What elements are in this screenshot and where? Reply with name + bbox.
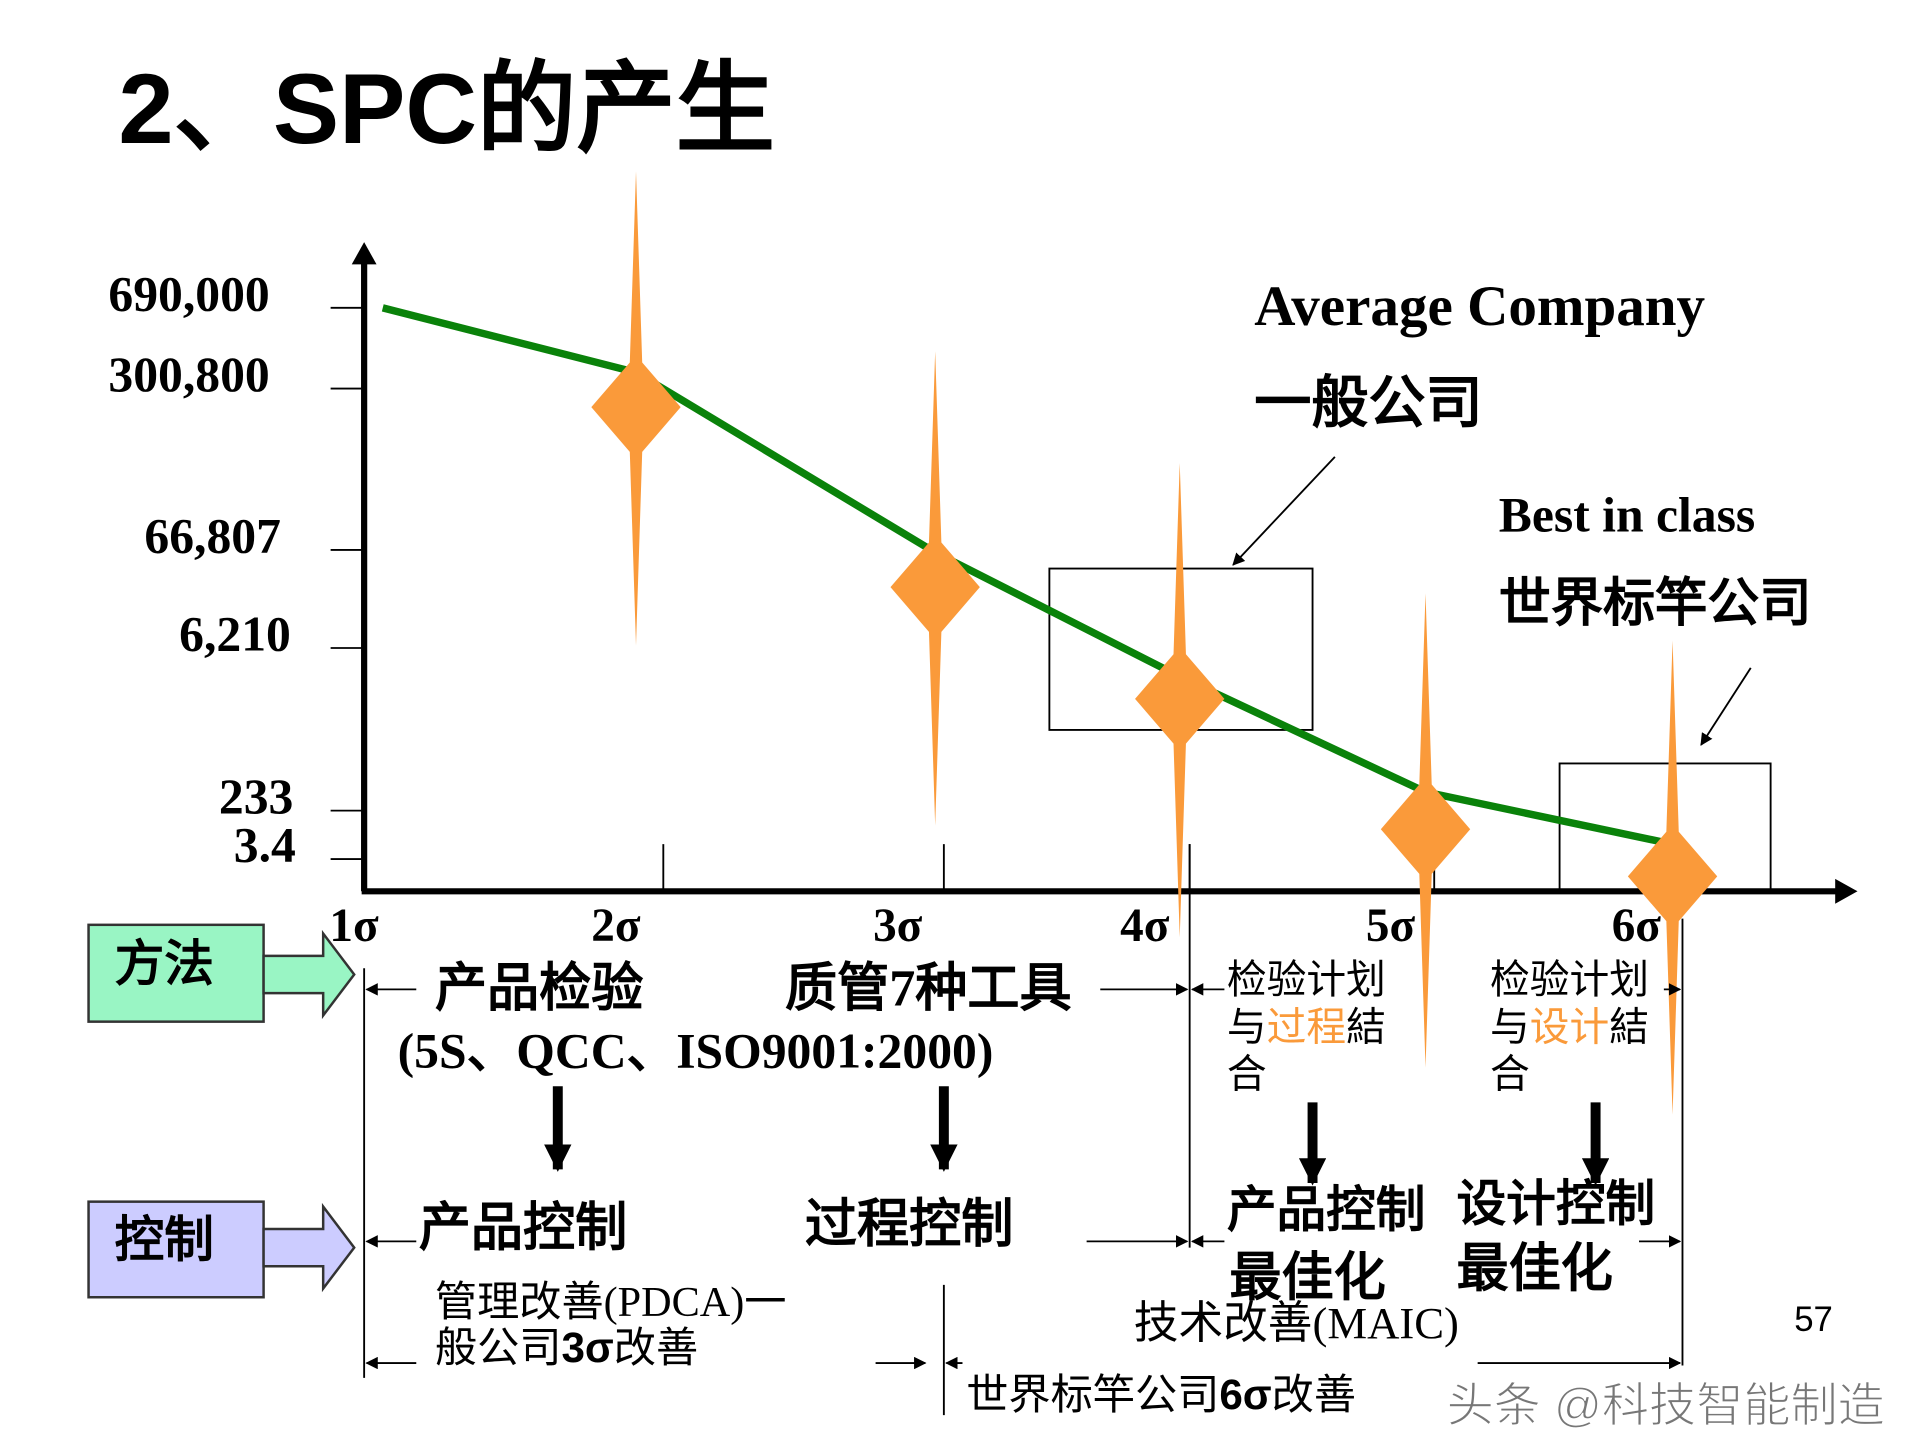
best-in-class-label: Best in class (1499, 487, 1756, 542)
svg-text:与过程結: 与过程結 (1227, 1005, 1386, 1049)
text-line: 合 (1227, 1052, 1267, 1096)
method-row-label: 方法 (87, 923, 356, 1023)
improvement-pdca-2: 般公司3σ改善 (435, 1324, 698, 1372)
x-tick-label: 3σ (873, 900, 923, 952)
method-block-arrow-icon (262, 929, 356, 1020)
text-line: 检验计划 (1490, 958, 1649, 1002)
average-company-label: Average Company (1254, 275, 1705, 338)
page-number: 57 (1794, 1301, 1833, 1339)
sigma-marker-2σ (591, 171, 681, 646)
control-box (87, 1200, 265, 1299)
method-label: 方法 (115, 937, 214, 992)
series-line (381, 304, 1674, 848)
y-tick-label: 690,000 (108, 266, 269, 321)
sigma-marker-4σ (1135, 463, 1225, 938)
x-tick-label: 5σ (1366, 900, 1416, 952)
average-pointer-arrow (1232, 456, 1336, 566)
control-process: 过程控制 (805, 1195, 1014, 1253)
watermark: 头条 @科技智能制造 (1447, 1378, 1885, 1431)
x-tick-label: 4σ (1120, 900, 1170, 952)
control-design-opt-2: 最佳化 (1457, 1240, 1613, 1298)
improvement-six-sigma: 世界标竿公司6σ改善 (966, 1371, 1356, 1419)
control-product-opt-2: 最佳化 (1229, 1249, 1385, 1307)
average-company-cn-label: 一般公司 (1254, 372, 1482, 435)
control-block-arrow-icon (262, 1202, 356, 1293)
y-tick-label: 66,807 (144, 508, 281, 563)
improvement-maic: 技术改善(MAIC) (1134, 1298, 1459, 1348)
svg-text:与设计結: 与设计結 (1490, 1005, 1649, 1049)
x-tick-label: 6σ (1612, 900, 1662, 952)
control-product: 产品控制 (419, 1199, 628, 1257)
x-axis-arrow-icon (1835, 878, 1858, 904)
control-row-label: 控制 (87, 1200, 356, 1299)
control-design-opt-1: 设计控制 (1457, 1176, 1656, 1231)
x-tick-label: 1σ (329, 900, 379, 952)
text-line: 合 (1490, 1052, 1530, 1096)
control-label: 控制 (115, 1212, 214, 1267)
text-line: 检验计划 (1227, 958, 1386, 1002)
sigma-markers (591, 171, 1718, 1115)
x-ticks: 1σ 2σ 3σ 4σ 5σ 6σ (329, 844, 1661, 952)
x-tick-label: 2σ (591, 900, 641, 952)
y-tick-label: 3.4 (234, 818, 296, 873)
y-tick-label: 300,800 (108, 347, 269, 402)
method-design-plan: 检验计划 与设计結 合 (1490, 958, 1649, 1096)
best-pointer-arrow (1700, 667, 1752, 746)
sigma-marker-3σ (890, 351, 980, 826)
method-standards: (5S、QCC、ISO9001:2000) (398, 1024, 994, 1079)
method-product-inspection: 产品检验 (435, 960, 644, 1018)
timeline-lines (363, 844, 1684, 1416)
improvement-pdca-1: 管理改善(PDCA)一 (435, 1279, 787, 1326)
y-tick-label: 233 (219, 769, 293, 824)
sigma-marker-6σ (1627, 640, 1718, 1115)
y-axis-arrow-icon (351, 242, 377, 265)
y-tick-label: 6,210 (179, 606, 291, 661)
method-seven-qc-tools: 质管7种工具 (785, 960, 1072, 1018)
method-process-plan: 检验计划 与过程結 合 (1227, 958, 1386, 1096)
flow-arrows (544, 1086, 1610, 1186)
method-box (87, 923, 265, 1023)
page-title: 2、SPC的产生 (118, 54, 775, 165)
best-in-class-cn-label: 世界标竿公司 (1499, 575, 1812, 633)
sigma-marker-5σ (1380, 593, 1471, 1068)
control-product-opt-1: 产品控制 (1227, 1182, 1426, 1237)
